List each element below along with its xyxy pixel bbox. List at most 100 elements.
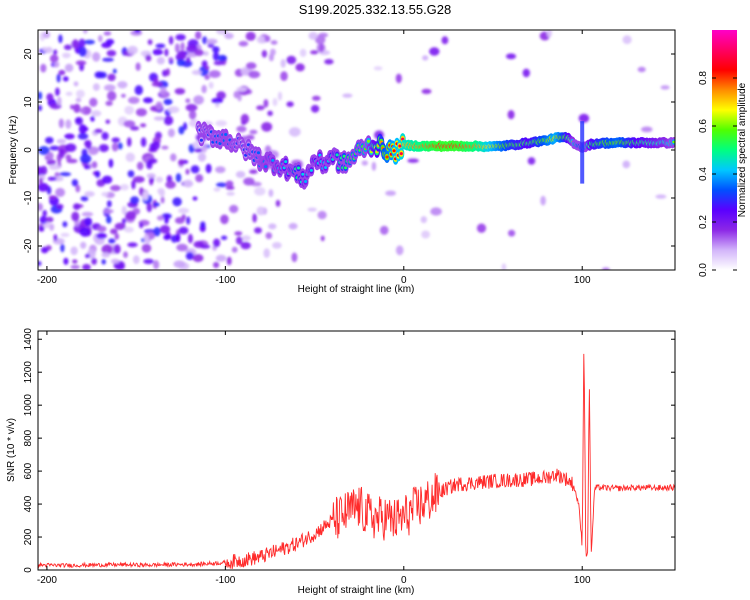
- noise-speckle: [165, 68, 170, 76]
- noise-speckle: [201, 84, 207, 94]
- noise-speckle: [57, 96, 62, 106]
- noise-speckle: [62, 52, 71, 59]
- noise-speckle: [275, 199, 281, 207]
- noise-speckle: [112, 68, 117, 74]
- noise-speckle: [660, 85, 670, 90]
- noise-speckle: [173, 260, 186, 268]
- noise-speckle: [110, 185, 121, 192]
- snr-xtick-label: 100: [574, 575, 591, 586]
- ridge-core: [271, 158, 275, 162]
- noise-speckle: [108, 158, 114, 168]
- noise-speckle: [127, 170, 135, 178]
- snr-ytick-label: 600: [23, 462, 34, 479]
- noise-speckle: [430, 207, 442, 216]
- noise-speckle: [183, 122, 188, 131]
- noise-speckle: [160, 196, 165, 204]
- noise-speckle: [203, 51, 209, 56]
- noise-speckle: [307, 207, 317, 212]
- ridge-core: [398, 144, 402, 148]
- noise-speckle: [64, 63, 74, 73]
- noise-speckle: [238, 40, 249, 47]
- noise-speckle: [58, 118, 64, 129]
- noise-speckle: [291, 252, 298, 263]
- noise-speckle: [342, 93, 353, 98]
- noise-speckle: [46, 93, 54, 102]
- snr-series-line: [38, 353, 675, 570]
- noise-speckle: [45, 46, 53, 54]
- ridge-core: [224, 133, 228, 136]
- noise-speckle: [110, 258, 120, 264]
- noise-speckle: [103, 31, 112, 36]
- noise-speckle: [123, 226, 134, 233]
- noise-speckle: [94, 71, 104, 79]
- noise-speckle: [212, 46, 220, 53]
- noise-speckle: [135, 108, 147, 117]
- noise-speckle: [153, 227, 161, 237]
- noise-speckle: [151, 81, 163, 87]
- noise-speckle: [379, 225, 389, 235]
- noise-speckle: [72, 39, 79, 49]
- noise-speckle: [501, 263, 507, 270]
- noise-speckle: [84, 164, 91, 170]
- noise-speckle: [125, 210, 137, 221]
- noise-speckle: [98, 144, 109, 153]
- noise-speckle: [176, 243, 188, 252]
- noise-speckle: [65, 143, 77, 152]
- noise-speckle: [111, 142, 119, 152]
- noise-speckle: [45, 216, 54, 223]
- noise-speckle: [40, 165, 48, 176]
- noise-speckle: [79, 107, 85, 114]
- noise-speckle: [212, 51, 220, 61]
- noise-speckle: [126, 137, 132, 147]
- noise-speckle: [441, 36, 449, 45]
- noise-speckle: [225, 185, 235, 190]
- noise-speckle: [176, 233, 181, 243]
- noise-speckle: [213, 187, 221, 192]
- noise-speckle: [75, 60, 87, 66]
- noise-speckle: [143, 258, 154, 264]
- noise-speckle: [176, 58, 185, 67]
- noise-speckle: [84, 191, 95, 197]
- noise-speckle: [277, 91, 283, 101]
- noise-speckle: [231, 246, 238, 253]
- noise-speckle: [177, 50, 187, 60]
- noise-speckle: [141, 243, 152, 253]
- ridge-core: [366, 139, 371, 143]
- noise-speckle: [41, 246, 49, 254]
- ridge-core: [218, 142, 222, 145]
- noise-speckle: [546, 30, 552, 38]
- spectrogram-ytick-label: 20: [23, 48, 34, 60]
- noise-speckle: [134, 85, 143, 96]
- noise-speckle: [163, 98, 173, 106]
- noise-speckle: [190, 165, 200, 174]
- noise-speckle: [156, 56, 165, 65]
- noise-speckle: [421, 230, 430, 239]
- spectrogram-ridge: [195, 120, 675, 190]
- noise-speckle: [235, 236, 243, 245]
- noise-speckle: [288, 127, 301, 137]
- figure-title: S199.2025.332.13.55.G28: [299, 2, 452, 17]
- snr-xtick-label: -100: [215, 575, 235, 586]
- noise-speckle: [177, 207, 190, 214]
- noise-speckle: [264, 35, 271, 42]
- noise-speckle: [140, 137, 147, 148]
- noise-speckle: [199, 244, 211, 249]
- snr-xtick-label: 0: [401, 575, 407, 586]
- noise-speckle: [84, 217, 93, 227]
- noise-speckle: [46, 159, 56, 166]
- noise-speckle: [371, 161, 377, 171]
- noise-speckle: [319, 43, 324, 53]
- noise-speckle: [248, 70, 261, 79]
- noise-speckle: [142, 190, 149, 201]
- noise-speckle: [153, 202, 160, 207]
- noise-speckle: [95, 170, 101, 178]
- ridge-core: [246, 143, 251, 147]
- noise-speckle: [312, 95, 321, 101]
- ridge-core: [301, 172, 305, 176]
- noise-speckle: [320, 235, 325, 242]
- snr-ytick-label: 1200: [23, 361, 34, 384]
- noise-speckle: [38, 105, 43, 111]
- colorbar-label: Normalized spectral amplitude: [737, 82, 748, 217]
- noise-speckle: [256, 105, 265, 111]
- noise-speckle: [73, 203, 81, 211]
